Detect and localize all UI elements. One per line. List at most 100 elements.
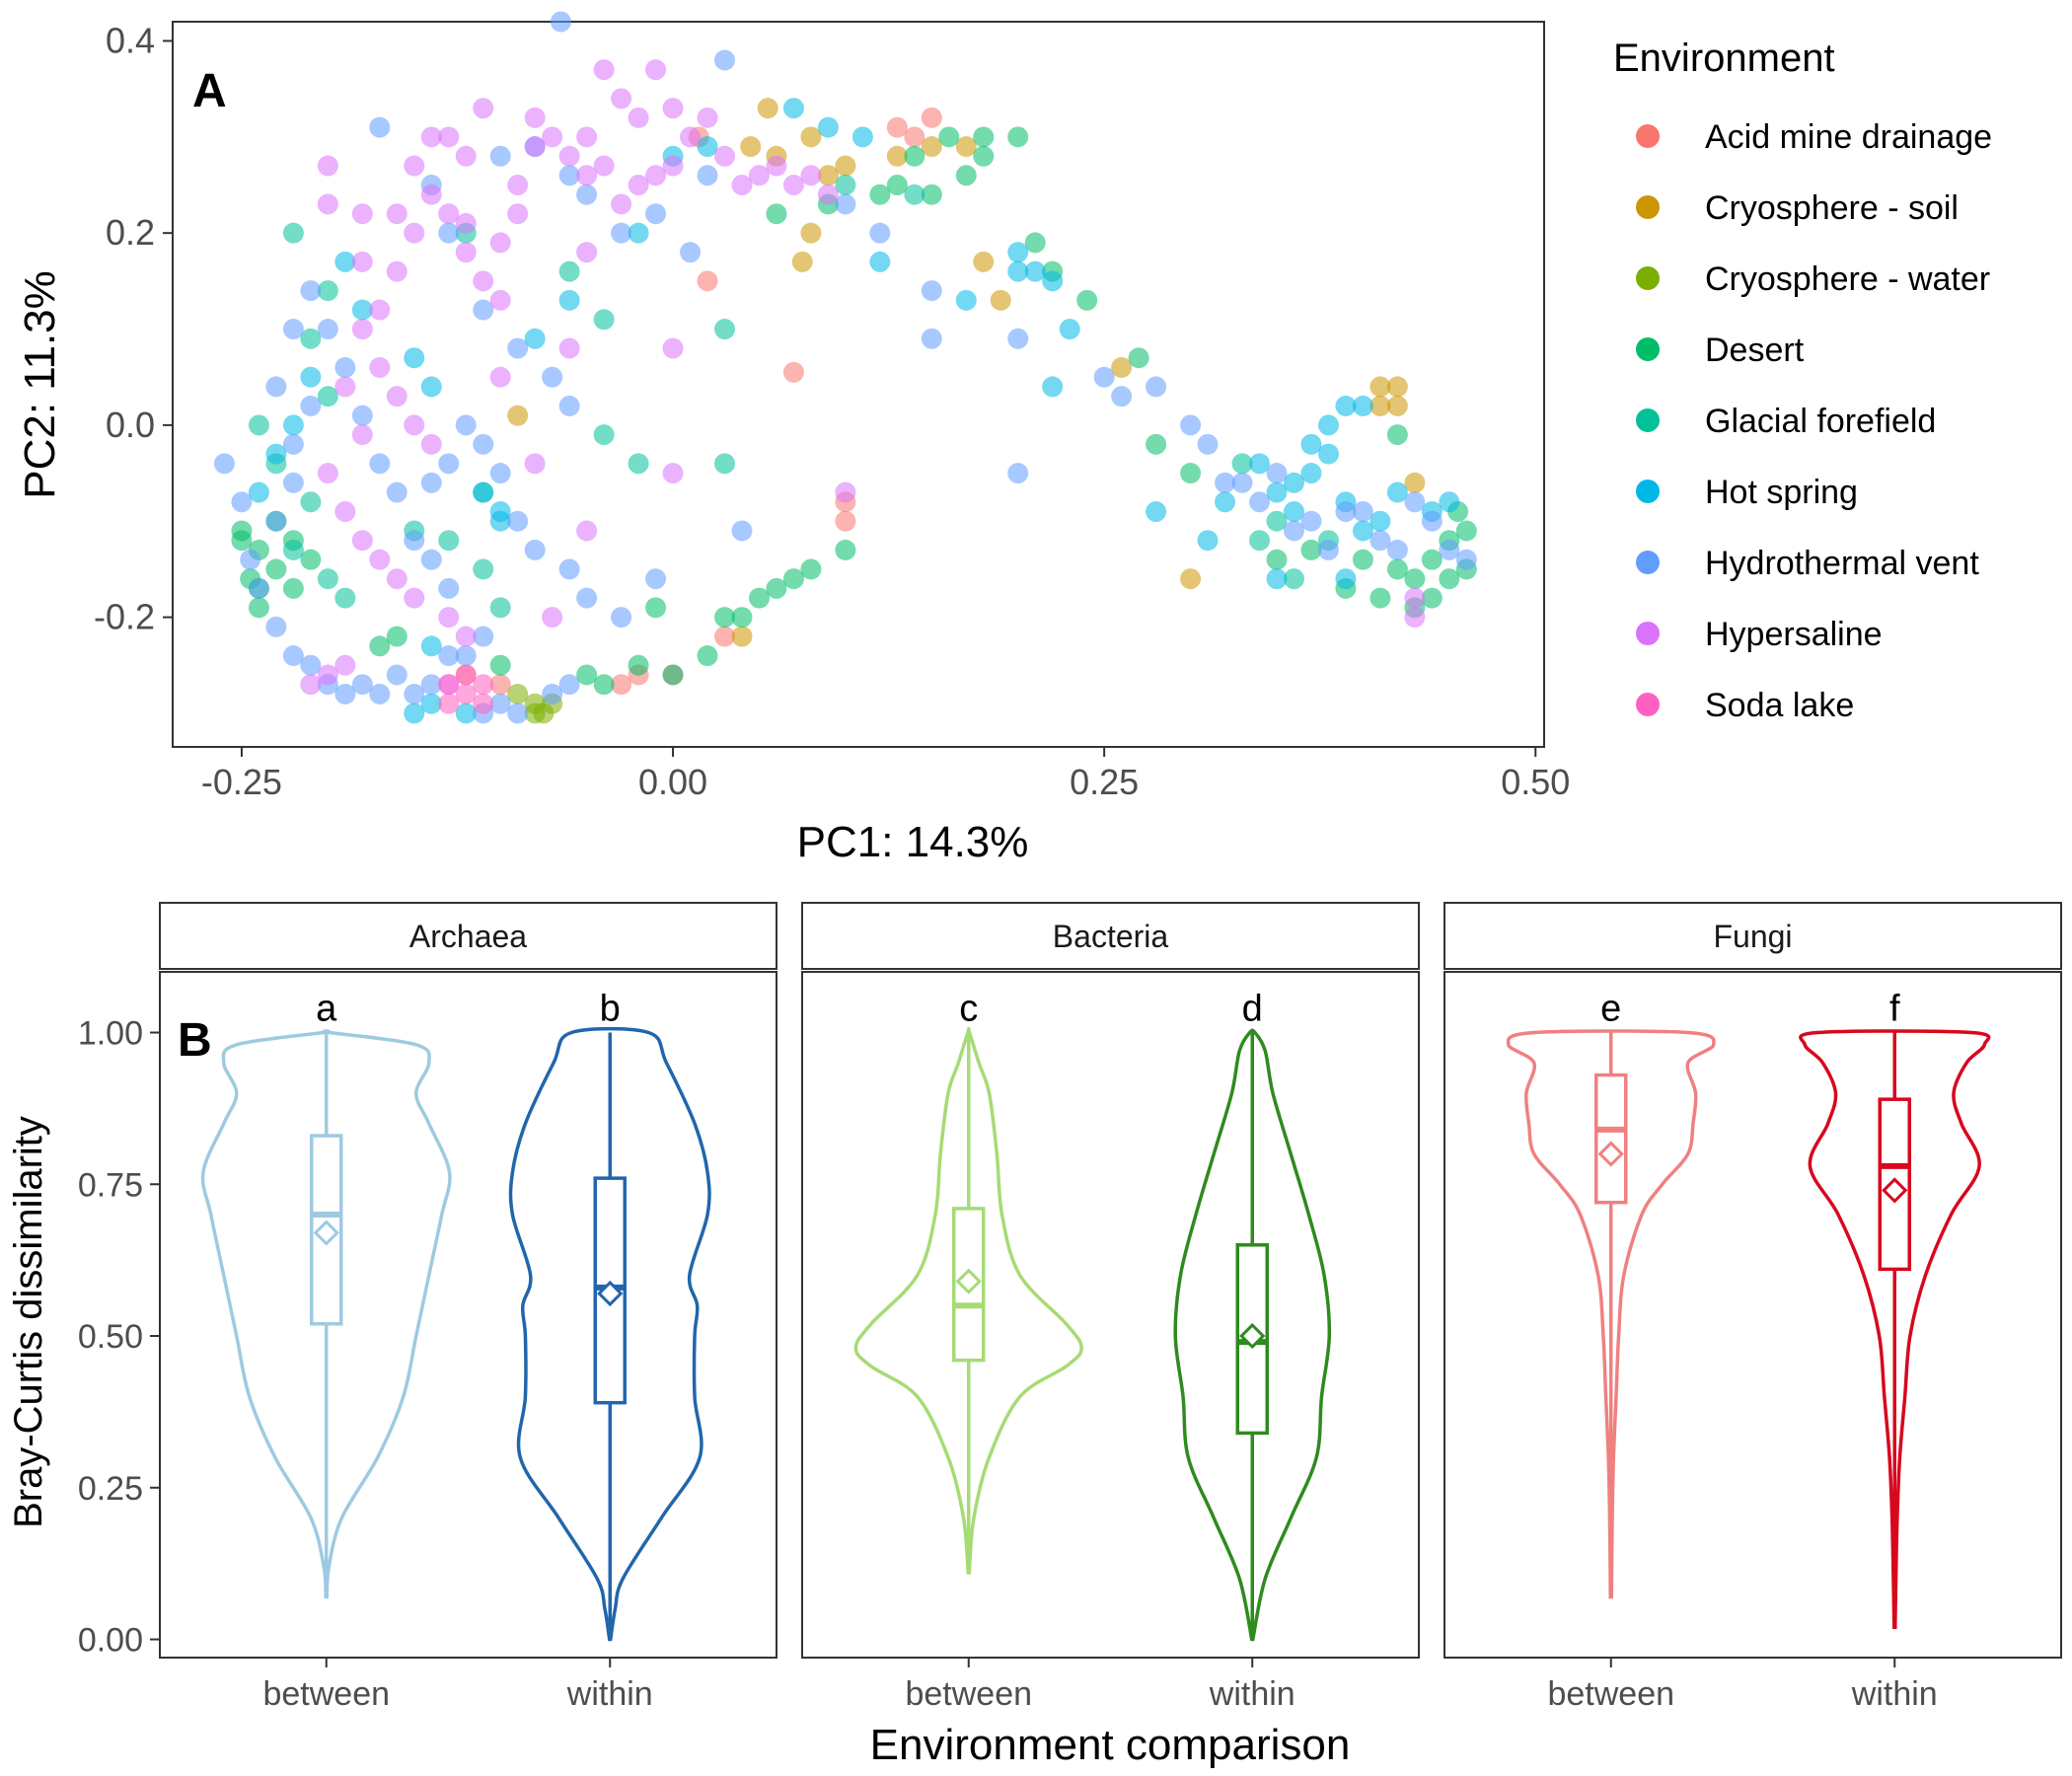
scatter-point <box>1007 463 1029 484</box>
scatter-point <box>455 212 477 234</box>
scatter-point <box>489 597 511 619</box>
scatter-point <box>1007 126 1029 148</box>
scatter-point <box>886 145 908 167</box>
scatter-point <box>438 126 460 148</box>
scatter-point <box>1352 500 1373 522</box>
scatter-point <box>550 11 571 33</box>
violin-mean-marker <box>597 1280 624 1307</box>
scatter-point <box>800 558 822 580</box>
scatter-point <box>645 59 667 81</box>
scatter-point <box>369 635 391 657</box>
scatter-point <box>782 174 804 195</box>
scatter-point <box>404 347 425 369</box>
scatter-point <box>265 616 287 637</box>
scatter-point <box>1024 260 1046 282</box>
scatter-point <box>697 270 718 292</box>
legend-title: Environment <box>1613 37 1835 80</box>
violin-y-tick-label: 0.50 <box>78 1318 143 1356</box>
legend-swatch <box>1636 693 1660 716</box>
violin-between <box>1506 1029 1716 1599</box>
scatter-point <box>731 520 753 542</box>
legend-swatch <box>1636 337 1660 361</box>
scatter-point <box>697 107 718 128</box>
scatter-point <box>593 424 615 446</box>
scatter-point <box>1180 568 1202 590</box>
scatter-point <box>973 251 995 272</box>
scatter-point <box>904 126 925 148</box>
scatter-point <box>904 184 925 205</box>
legend-swatch <box>1636 124 1660 148</box>
scatter-point <box>524 107 546 128</box>
scatter-point <box>576 664 598 686</box>
scatter-point <box>248 414 269 436</box>
scatter-point <box>1352 549 1373 570</box>
scatter-point <box>1386 424 1408 446</box>
scatter-point <box>438 203 460 225</box>
scatter-point <box>282 472 304 493</box>
scatter-point <box>1007 242 1029 263</box>
legend-label: Hydrothermal vent <box>1705 545 1979 582</box>
scatter-point <box>611 88 632 110</box>
scatter-point <box>662 155 684 177</box>
violin-box <box>1594 1073 1628 1205</box>
scatter-point <box>611 674 632 696</box>
scatter-point <box>1455 520 1477 542</box>
scatter-point <box>973 145 995 167</box>
violin-facets: Archaea a between b within Bacteria c between d w… <box>159 902 2062 1713</box>
scatter-point <box>524 136 546 158</box>
scatter-point <box>835 539 856 560</box>
scatter-point <box>1369 587 1391 609</box>
scatter-point <box>1146 500 1167 522</box>
scatter-point <box>558 145 580 167</box>
scatter-point <box>1300 510 1322 532</box>
scatter-point <box>231 491 253 513</box>
scatter-point <box>835 481 856 503</box>
violin-mean-marker <box>1239 1322 1266 1350</box>
scatter-point <box>386 664 407 686</box>
scatter-point <box>558 395 580 416</box>
scatter-point <box>317 386 338 407</box>
scatter-point <box>507 683 529 704</box>
scatter-point <box>489 366 511 388</box>
scatter-y-tick-label: 0.2 <box>106 212 155 253</box>
scatter-point <box>317 319 338 340</box>
scatter-point <box>611 607 632 629</box>
scatter-point <box>1404 568 1426 590</box>
scatter-point <box>662 98 684 119</box>
scatter-point <box>835 510 856 532</box>
scatter-point <box>766 155 787 177</box>
significance-letter: e <box>1600 989 1621 1030</box>
scatter-y-axis-label: PC2: 11.3% <box>16 270 64 499</box>
scatter-points <box>213 11 1477 724</box>
scatter-point <box>473 558 494 580</box>
scatter-point <box>438 577 460 599</box>
scatter-point <box>489 145 511 167</box>
scatter-point <box>921 107 942 128</box>
scatter-point <box>1283 520 1304 542</box>
violin-y-tick-label: 0.00 <box>78 1622 143 1660</box>
scatter-x-tick-label: 0.50 <box>1501 762 1570 802</box>
violin-between <box>200 1029 452 1599</box>
scatter-point <box>248 481 269 503</box>
scatter-point <box>473 299 494 321</box>
scatter-point <box>1215 472 1236 493</box>
scatter-point <box>334 683 356 704</box>
scatter-point <box>334 587 356 609</box>
scatter-point <box>713 319 735 340</box>
scatter-point <box>420 472 442 493</box>
scatter-point <box>404 703 425 724</box>
scatter-point <box>369 549 391 570</box>
scatter-y-tick-label: 0.4 <box>106 20 155 60</box>
scatter-point <box>851 126 873 148</box>
scatter-point <box>300 674 322 696</box>
legend-swatch <box>1636 622 1660 645</box>
scatter-point <box>473 98 494 119</box>
facet-plot-area <box>1443 971 2062 1659</box>
scatter-point <box>1283 568 1304 590</box>
scatter-point <box>265 376 287 398</box>
scatter-point <box>300 395 322 416</box>
scatter-point <box>386 568 407 590</box>
scatter-point <box>369 356 391 378</box>
scatter-point <box>558 260 580 282</box>
scatter-point <box>404 414 425 436</box>
